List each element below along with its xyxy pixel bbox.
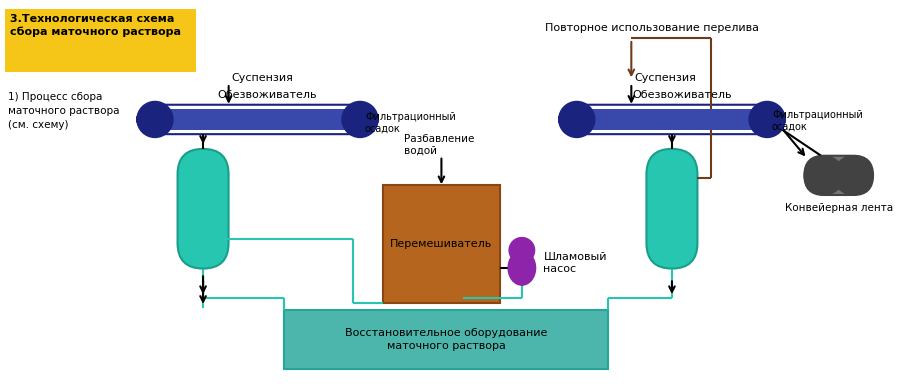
Text: 3.Технологическая схема
сбора маточного раствора: 3.Технологическая схема сбора маточного … xyxy=(10,14,181,37)
Bar xyxy=(825,161,852,190)
Circle shape xyxy=(138,102,173,137)
Circle shape xyxy=(833,156,873,195)
Bar xyxy=(284,310,608,369)
Text: Фильтрационный
осадок: Фильтрационный осадок xyxy=(364,112,455,133)
Text: Повторное использование перелива: Повторное использование перелива xyxy=(545,23,760,33)
Bar xyxy=(4,9,196,73)
Circle shape xyxy=(342,102,378,137)
Text: Суспензия: Суспензия xyxy=(231,73,293,83)
FancyBboxPatch shape xyxy=(805,156,873,195)
Text: Суспензия: Суспензия xyxy=(634,73,696,83)
Text: Конвейерная лента: Конвейерная лента xyxy=(785,203,893,213)
Text: Восстановительное оборудование
маточного раствора: Восстановительное оборудование маточного… xyxy=(345,327,547,351)
FancyBboxPatch shape xyxy=(559,105,785,134)
Text: Фильтрационный
осадок: Фильтрационный осадок xyxy=(772,110,863,131)
Text: Перемешиватель: Перемешиватель xyxy=(391,239,492,249)
Text: Разбавление
водой: Разбавление водой xyxy=(404,134,474,156)
Circle shape xyxy=(750,102,785,137)
Circle shape xyxy=(805,156,843,195)
Bar xyxy=(579,109,765,130)
Text: Шламовый
насос: Шламовый насос xyxy=(544,252,607,274)
FancyBboxPatch shape xyxy=(177,149,229,268)
Text: 1) Процесс сбора
маточного раствора
(см. схему): 1) Процесс сбора маточного раствора (см.… xyxy=(8,92,120,130)
Circle shape xyxy=(509,237,535,263)
Ellipse shape xyxy=(508,251,536,285)
Bar xyxy=(382,185,500,303)
FancyBboxPatch shape xyxy=(138,105,378,134)
Text: Обезвоживатель: Обезвоживатель xyxy=(632,90,732,100)
Bar xyxy=(157,109,358,130)
Text: Обезвоживатель: Обезвоживатель xyxy=(218,90,317,100)
Circle shape xyxy=(559,102,594,137)
FancyBboxPatch shape xyxy=(646,149,698,268)
